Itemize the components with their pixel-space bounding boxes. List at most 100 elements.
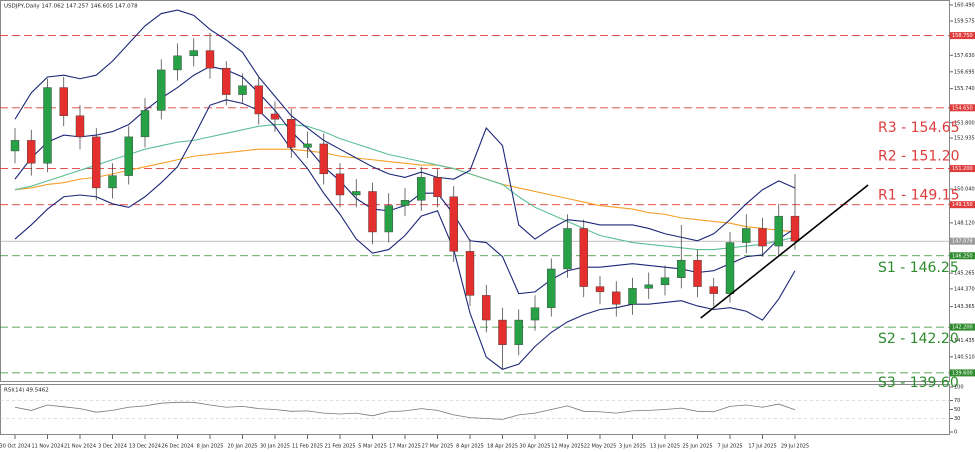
y-tick-label: 141.435 [954, 338, 975, 344]
level-badge [950, 201, 975, 209]
x-tick-label: 29 Jul 2025 [781, 444, 809, 450]
chart-title: USDJPY,Daily 147.062 147.257 146.605 147… [4, 4, 138, 10]
x-tick-label: 3 Dec 2024 [98, 444, 127, 450]
y-tick-label: 156.695 [954, 69, 975, 75]
candle-body [514, 319, 523, 345]
level-badge-label: 139.600 [952, 370, 973, 376]
x-tick-label: 21 Nov 2024 [64, 444, 96, 450]
level-label: R3 - 154.65 [878, 120, 960, 136]
x-tick-label: 8 Apr 2025 [456, 444, 484, 450]
rsi-panel [0, 384, 950, 435]
candle-body [400, 200, 410, 206]
y-tick-label: 140.510 [954, 354, 975, 360]
rsi-tick-label: 100 [954, 385, 964, 391]
level-badge-label: 146.250 [952, 253, 973, 259]
overlay-line [14, 9, 796, 242]
candle-body [238, 85, 247, 95]
level-badge [950, 252, 975, 260]
candle-body [92, 136, 101, 189]
candle-body [319, 143, 328, 175]
candle-body [547, 268, 556, 308]
candle-body [254, 85, 263, 115]
x-tick-label: 20 Jan 2025 [228, 444, 258, 450]
candle-body [140, 110, 150, 138]
candle-body [774, 215, 783, 247]
x-tick-label: 17 Mar 2025 [389, 444, 421, 450]
rsi-tick-label: 70 [954, 398, 960, 404]
level-label: R2 - 151.20 [878, 149, 960, 165]
candle-body [157, 69, 166, 111]
candle-body [59, 87, 68, 116]
candle-body [530, 307, 540, 321]
rsi-tick-label: 30 [954, 416, 960, 422]
candle-body [368, 191, 377, 233]
x-tick-label: 25 Jun 2025 [682, 444, 712, 450]
y-tick-label: 145.265 [954, 271, 975, 277]
candle-body [725, 242, 735, 294]
level-badge-label: 151.200 [952, 166, 973, 172]
overlay-line [14, 148, 796, 233]
candle-body [498, 319, 507, 345]
level-badge [950, 104, 975, 112]
x-tick-label: 21 Feb 2025 [324, 444, 355, 450]
x-tick-label: 30 Jan 2025 [260, 444, 290, 450]
level-badge [950, 32, 975, 40]
x-tick-label: 13 Jun 2025 [650, 444, 680, 450]
candle-body [189, 50, 198, 57]
trendline [700, 184, 869, 319]
candle-body [433, 177, 442, 197]
candle-body [205, 50, 215, 69]
current-price-badge [950, 237, 975, 245]
candle-body [335, 173, 345, 196]
level-label: S3 - 139.60 [878, 375, 959, 391]
x-tick-label: 5 Mar 2025 [358, 444, 387, 450]
x-tick-label: 11 Nov 2024 [31, 444, 63, 450]
x-tick-label: 30 Apr 2025 [520, 444, 551, 450]
candle-body [758, 228, 767, 247]
y-tick-label: 150.040 [954, 187, 975, 193]
y-tick-label: 157.630 [954, 53, 975, 59]
candle-body [693, 259, 702, 287]
y-tick-label: 159.575 [954, 19, 975, 25]
candle-body [43, 87, 52, 164]
level-badge-label: 149.150 [952, 202, 973, 208]
x-tick-label: 11 Feb 2025 [292, 444, 323, 450]
rsi-label: RSI(14) 49.5462 [4, 388, 49, 394]
x-tick-label: 18 Apr 2025 [487, 444, 518, 450]
candle-body [644, 284, 653, 289]
candle-body [790, 215, 800, 242]
level-badge-label: 158.750 [952, 33, 973, 39]
current-price-label: 147.078 [952, 239, 973, 245]
candle-body [482, 295, 491, 321]
rsi-line [14, 401, 796, 420]
level-label: S1 - 146.25 [878, 260, 959, 276]
rsi-tick-label: 0 [954, 430, 957, 436]
overlay-line [14, 99, 796, 370]
candle-body [660, 277, 670, 286]
candle-body [709, 286, 718, 294]
candle-body [563, 228, 572, 270]
candle-body [628, 288, 637, 305]
candle-body [75, 115, 85, 138]
overlay-line [14, 123, 796, 251]
candle-body [303, 143, 312, 148]
candle-body [352, 191, 361, 196]
candle-body [465, 251, 475, 296]
x-tick-label: 17 Jul 2025 [748, 444, 776, 450]
candle-body [742, 228, 751, 243]
level-badge [950, 369, 975, 377]
x-tick-label: 30 Oct 2024 [0, 444, 30, 450]
price-panel [0, 0, 950, 382]
candle-body [677, 259, 686, 278]
candle-body [124, 136, 133, 176]
y-tick-label: 160.490 [954, 2, 975, 8]
candle-body [27, 140, 36, 164]
candle-body [173, 55, 182, 71]
rsi-tick-label: 50 [954, 407, 960, 413]
candle-body [222, 67, 231, 95]
y-tick-label: 143.365 [954, 304, 975, 310]
y-tick-label: 144.370 [954, 286, 975, 292]
y-tick-label: 148.120 [954, 220, 975, 226]
candle-body [417, 177, 426, 201]
candle-body [612, 291, 621, 305]
